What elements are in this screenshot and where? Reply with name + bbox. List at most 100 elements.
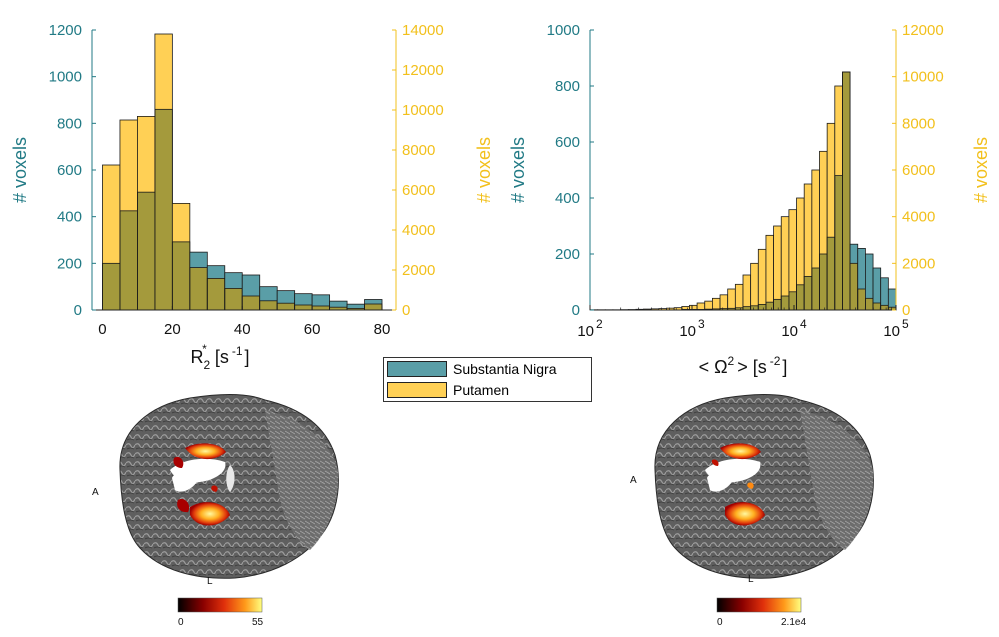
y-tick-label-right: 4000 — [402, 222, 435, 239]
y-tick-label-left: 0 — [74, 302, 82, 319]
bar-substantia-nigra — [880, 277, 889, 306]
omega-xlabel: < Ω2 > [s -2] — [699, 354, 788, 377]
y-tick-label-left: 800 — [57, 115, 82, 132]
colorbar-left — [177, 597, 263, 613]
legend-entry-putamen: Putamen — [384, 379, 591, 400]
omega-xlabel-sup: 2 — [728, 354, 735, 368]
x-tick-label: 0 — [98, 321, 106, 338]
bar-overlap — [758, 304, 766, 310]
bar-substantia-nigra — [857, 248, 866, 289]
r2star-ylabel-right: # voxels — [474, 137, 494, 203]
omega-xlabel-main: < Ω — [699, 357, 728, 377]
bar-substantia-nigra — [242, 275, 260, 296]
r2star-xlabel-sup: * — [202, 342, 207, 356]
y-tick-label-left: 800 — [555, 78, 580, 95]
bar-putamen — [811, 170, 820, 268]
x-tick-base: 10 — [679, 323, 696, 340]
bar-overlap — [865, 298, 874, 310]
colorbar-left-min: 0 — [178, 617, 184, 628]
bar-putamen — [681, 306, 690, 310]
y-tick-label-right: 12000 — [402, 62, 444, 79]
y-tick-label-right: 8000 — [402, 142, 435, 159]
brain-right-label-l: L — [748, 574, 754, 585]
bar-overlap — [811, 268, 820, 310]
x-tick-exp: 3 — [698, 317, 705, 331]
x-tick-label: 80 — [374, 321, 391, 338]
bar-substantia-nigra — [207, 265, 225, 279]
y-tick-label-left: 1000 — [547, 22, 580, 39]
bar-putamen — [727, 289, 736, 309]
omega-histogram: 0200400600800100002000400060008000100001… — [508, 22, 991, 377]
bar-overlap — [364, 304, 383, 310]
bar-overlap — [743, 306, 751, 310]
r2star-xlabel: R2 * [s -1] — [190, 342, 249, 372]
brain-slice-image-right — [654, 394, 874, 579]
bar-overlap — [259, 300, 278, 310]
brain-slice-image — [119, 394, 339, 579]
x-tick-label: 10 4 — [781, 317, 807, 340]
bar-overlap — [312, 306, 330, 310]
bar-overlap — [294, 305, 313, 310]
bar-overlap — [277, 303, 295, 310]
bar-overlap — [735, 307, 743, 310]
bar-overlap — [781, 296, 789, 310]
x-tick-exp: 4 — [800, 317, 807, 331]
bar-putamen — [796, 198, 805, 285]
bar-overlap — [819, 254, 828, 310]
y-tick-label-left: 600 — [57, 162, 82, 179]
x-tick-base: 10 — [781, 323, 798, 340]
brain-left-label-a: A — [92, 487, 99, 498]
bar-substantia-nigra — [189, 252, 208, 268]
bar-putamen — [750, 263, 759, 306]
y-tick-label-left: 600 — [555, 134, 580, 151]
bar-putamen — [834, 86, 843, 176]
brain-left-label-l: L — [207, 576, 213, 587]
x-tick-exp: 2 — [596, 317, 603, 331]
r2star-bars — [102, 33, 383, 311]
bar-substantia-nigra — [865, 254, 874, 299]
y-tick-label-left: 400 — [57, 209, 82, 226]
bar-putamen — [704, 301, 713, 310]
bar-overlap — [137, 192, 155, 310]
y-tick-label-right: 2000 — [402, 262, 435, 279]
omega-axes: 0200400600800100002000400060008000100001… — [547, 22, 944, 340]
bar-putamen — [804, 184, 812, 277]
bar-overlap — [750, 305, 759, 310]
y-tick-label-right: 10000 — [902, 69, 944, 86]
y-tick-label-right: 0 — [902, 302, 910, 319]
bar-putamen — [119, 120, 138, 211]
brain-right-label-a: A — [630, 475, 637, 486]
y-tick-label-left: 0 — [572, 302, 580, 319]
bar-putamen — [743, 275, 751, 307]
bar-substantia-nigra — [224, 272, 243, 289]
colorbar-left-max: 55 — [252, 617, 264, 628]
bar-overlap — [804, 276, 812, 310]
bar-putamen — [658, 308, 667, 310]
bar-substantia-nigra — [364, 299, 383, 304]
x-tick-label: 10 2 — [577, 317, 603, 340]
y-tick-label-right: 0 — [402, 302, 410, 319]
bar-substantia-nigra — [888, 289, 896, 308]
bar-substantia-nigra — [850, 244, 858, 264]
bar-substantia-nigra — [329, 301, 348, 308]
bar-overlap — [788, 291, 797, 310]
bar-overlap — [224, 288, 243, 310]
bar-overlap — [727, 308, 736, 310]
bar-substantia-nigra — [312, 294, 330, 306]
bar-overlap — [347, 308, 365, 310]
r2star-ylabel-left: # voxels — [10, 137, 30, 203]
omega-ylabel-right: # voxels — [971, 137, 991, 203]
y-tick-label-right: 10000 — [402, 102, 444, 119]
bar-putamen — [154, 34, 173, 110]
legend-swatch-teal — [387, 360, 447, 377]
omega-ylabel-left: # voxels — [508, 137, 528, 203]
colorbar-right-min: 0 — [717, 617, 723, 628]
bar-overlap — [834, 175, 843, 310]
omega-xlabel-rest: > [s — [737, 357, 767, 377]
y-tick-label-right: 2000 — [902, 255, 935, 272]
y-tick-label-right: 8000 — [902, 115, 935, 132]
bar-overlap — [880, 305, 889, 310]
x-tick-base: 10 — [577, 323, 594, 340]
x-tick-label: 40 — [234, 321, 251, 338]
bar-putamen — [172, 203, 190, 242]
